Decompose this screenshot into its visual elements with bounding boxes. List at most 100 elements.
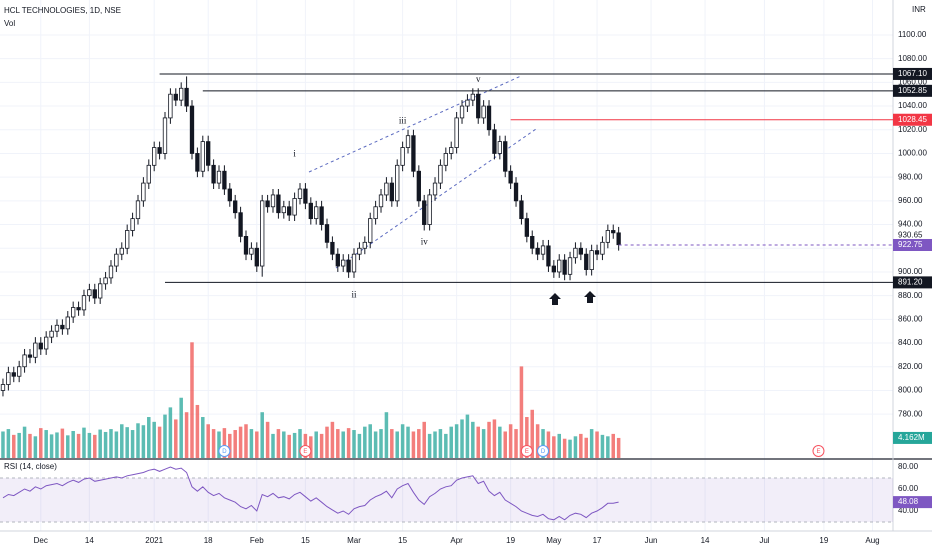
volume-bar (325, 426, 329, 458)
candle-body (292, 198, 297, 216)
volume-bar (206, 424, 210, 458)
candle-body (303, 188, 308, 204)
volume-bar (233, 430, 237, 458)
volume-bar (125, 427, 129, 458)
volume-bar (503, 431, 507, 458)
volume-bar (546, 431, 551, 458)
candle-body (540, 245, 546, 255)
candle-body (449, 147, 454, 154)
volume-bar (557, 433, 561, 458)
volume-bar (346, 428, 351, 458)
volume-bar (406, 426, 410, 458)
y-tick-label: 940.00 (898, 220, 923, 229)
candle-body (389, 182, 394, 202)
candle-body (60, 324, 65, 330)
candle-body (141, 182, 146, 202)
candle-body (189, 105, 195, 154)
volume-bar (17, 432, 21, 458)
volume-bar (276, 429, 281, 458)
x-tick-label: 2021 (145, 536, 163, 545)
volume-bar (136, 423, 140, 458)
candle-body (49, 330, 54, 338)
y-tick-label: 1000.00 (898, 149, 927, 158)
x-tick-label: Jun (645, 536, 658, 545)
candle-body (135, 200, 141, 220)
y-tick-label: 1080.00 (898, 54, 927, 63)
y-tick-label: 780.00 (898, 409, 923, 418)
volume-bar (471, 421, 475, 458)
x-tick-label: 15 (398, 536, 407, 545)
candle-body (341, 259, 346, 267)
y-tick-label: 820.00 (898, 362, 923, 371)
currency: INR (912, 5, 926, 14)
volume-bar (157, 426, 162, 458)
candle-body (227, 188, 232, 202)
candle-body (103, 277, 108, 285)
volume-bar (49, 434, 54, 458)
volume-bar (60, 428, 65, 458)
volume-bar (584, 437, 588, 458)
candle-body (71, 307, 76, 318)
candle-body (146, 164, 151, 184)
volume-bar (589, 429, 594, 458)
x-tick-label: Jul (759, 536, 769, 545)
candle-body (184, 87, 189, 107)
volume-bar (530, 409, 534, 458)
volume-bar (460, 419, 464, 458)
x-tick-label: 17 (593, 536, 602, 545)
candle-body (567, 257, 573, 275)
candle-body (616, 232, 621, 246)
candle-body (38, 342, 43, 350)
x-tick-label: Mar (347, 536, 361, 545)
candle-body (378, 194, 384, 208)
arrow (549, 293, 561, 305)
candle-body (76, 307, 81, 311)
x-tick-label: Feb (250, 536, 264, 545)
candle-body (395, 164, 400, 202)
y-tick-label: 1020.00 (898, 125, 927, 134)
candle-body (281, 206, 286, 214)
candle-body (125, 230, 130, 249)
volume-bar (168, 407, 173, 458)
rsi-last-label: 48.08 (898, 497, 919, 506)
volume-bar (87, 432, 92, 458)
candle-body (168, 93, 173, 119)
candle-body (233, 200, 238, 214)
event-label: E (525, 449, 529, 455)
event-label: E (816, 449, 820, 455)
volume-bar (427, 433, 432, 458)
volume-bar (319, 433, 324, 458)
x-tick-label: 19 (819, 536, 828, 545)
candle-body (222, 170, 227, 190)
candle-body (594, 250, 600, 255)
volume-bar (71, 431, 75, 458)
wave-label: ii (352, 290, 358, 300)
candle-body (405, 135, 411, 148)
volume-bar (341, 431, 345, 458)
candle-body (314, 206, 319, 220)
level-label: 1052.85 (898, 86, 927, 95)
volume-bar (514, 429, 518, 458)
volume-bar (562, 438, 567, 458)
volume-bar (433, 431, 437, 458)
candle-body (605, 230, 611, 243)
volume-bar (476, 426, 480, 458)
volume-bar (82, 427, 86, 458)
volume-bar (422, 421, 426, 458)
volume-bar (411, 431, 416, 458)
volume-bar (195, 404, 200, 458)
chart-title: HCL TECHNOLOGIES, 1D, NSE (4, 6, 121, 15)
wave-label: iii (399, 116, 407, 126)
candle-body (319, 206, 324, 225)
candle-body (308, 202, 313, 220)
volume-bar (449, 426, 453, 458)
volume-bar (481, 429, 486, 458)
volume-bar (98, 429, 102, 458)
volume-bar (179, 397, 183, 458)
candle-body (416, 170, 421, 202)
candle-body (400, 147, 405, 166)
volume-bar (600, 434, 605, 458)
candle-body (508, 170, 513, 184)
volume-bar (384, 412, 389, 458)
volume-bar (76, 433, 81, 458)
